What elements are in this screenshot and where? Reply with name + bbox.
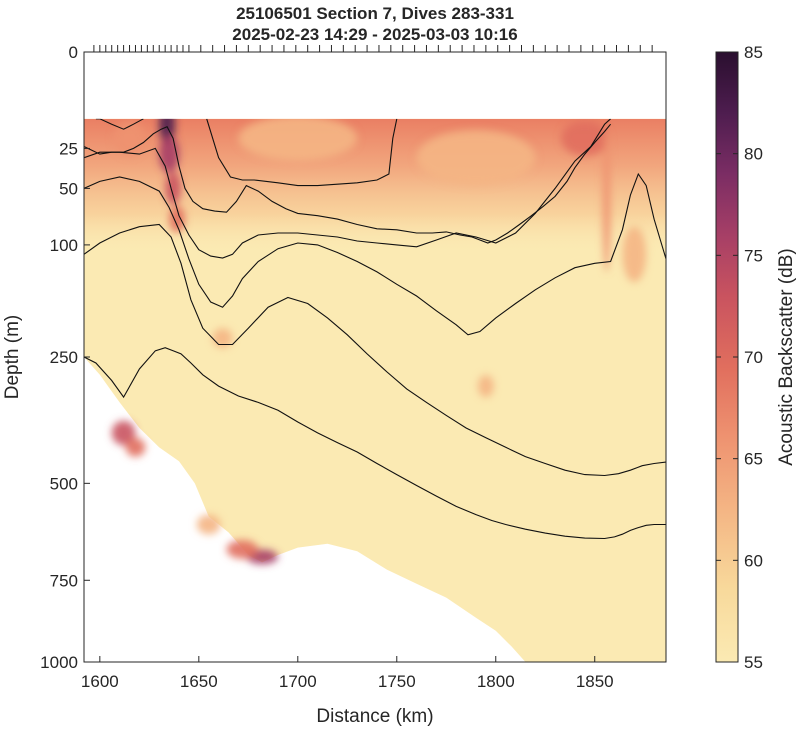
x-tick-label: 1650 (180, 672, 218, 691)
backscatter-patch (113, 120, 146, 156)
backscatter-patch (226, 540, 259, 559)
colorbar-tick-label: 80 (744, 145, 763, 164)
colorbar-tick-label: 60 (744, 551, 763, 570)
y-tick-label: 100 (50, 236, 78, 255)
dive-ticks (93, 45, 653, 52)
density-contour-line (84, 118, 611, 259)
y-tick-label: 500 (50, 474, 78, 493)
y-axis-label: Depth (m) (2, 315, 23, 399)
colorbar-ticks: 55 60 65 70 75 80 85 (716, 43, 763, 672)
chart-subtitle: 2025-02-23 14:29 - 2025-03-03 10:16 (232, 25, 517, 44)
x-tick-label: 1700 (279, 672, 317, 691)
backscatter-patch (111, 420, 136, 446)
chart-title: 25106501 Section 7, Dives 283-331 (236, 4, 514, 23)
density-contour-line (84, 172, 666, 336)
colorbar-tick-label: 75 (744, 246, 763, 265)
x-axis: 1600 1650 1700 1750 1800 1850 (81, 656, 614, 691)
backscatter-patch (196, 514, 221, 535)
x-tick-label: 1850 (576, 672, 614, 691)
x-axis-label: Distance (km) (316, 706, 433, 727)
colorbar-label: Acoustic Backscatter (dB) (776, 248, 797, 466)
y-axis: 0 25 50 100 250 500 750 1000 (40, 43, 90, 672)
backscatter-patch (169, 205, 185, 233)
y-tick-label: 25 (59, 139, 78, 158)
y-tick-label: 250 (50, 348, 78, 367)
backscatter-patch (125, 437, 146, 457)
backscatter-patch (477, 374, 494, 398)
colorbar-tick-label: 85 (744, 43, 763, 62)
colorbar: 55 60 65 70 75 80 85 Acoustic Backscatter (dB) (715, 43, 797, 672)
backscatter-patch (622, 226, 647, 283)
backscatter-patch (561, 120, 609, 156)
density-contour-line (84, 223, 666, 477)
backscatter-patch (602, 130, 611, 273)
density-contour-line (84, 123, 612, 244)
x-tick-label: 1600 (81, 672, 119, 691)
y-tick-label: 1000 (40, 653, 78, 672)
x-tick-label: 1750 (378, 672, 416, 691)
colorbar-tick-label: 70 (744, 348, 763, 367)
backscatter-patch (416, 130, 536, 186)
density-contour-line (206, 118, 398, 187)
backscatter-patches (111, 102, 647, 565)
x-tick-label: 1800 (477, 672, 515, 691)
surface-no-data-band (84, 52, 666, 119)
density-contours (84, 118, 666, 540)
y-tick-label: 750 (50, 571, 78, 590)
y-tick-label: 50 (59, 179, 78, 198)
backscatter-patch (238, 115, 358, 161)
y-tick-label: 0 (69, 43, 78, 62)
plot-area (84, 52, 666, 662)
colorbar-tick-label: 65 (744, 450, 763, 469)
colorbar-tick-label: 55 (744, 653, 763, 672)
density-contour-line (84, 347, 666, 540)
